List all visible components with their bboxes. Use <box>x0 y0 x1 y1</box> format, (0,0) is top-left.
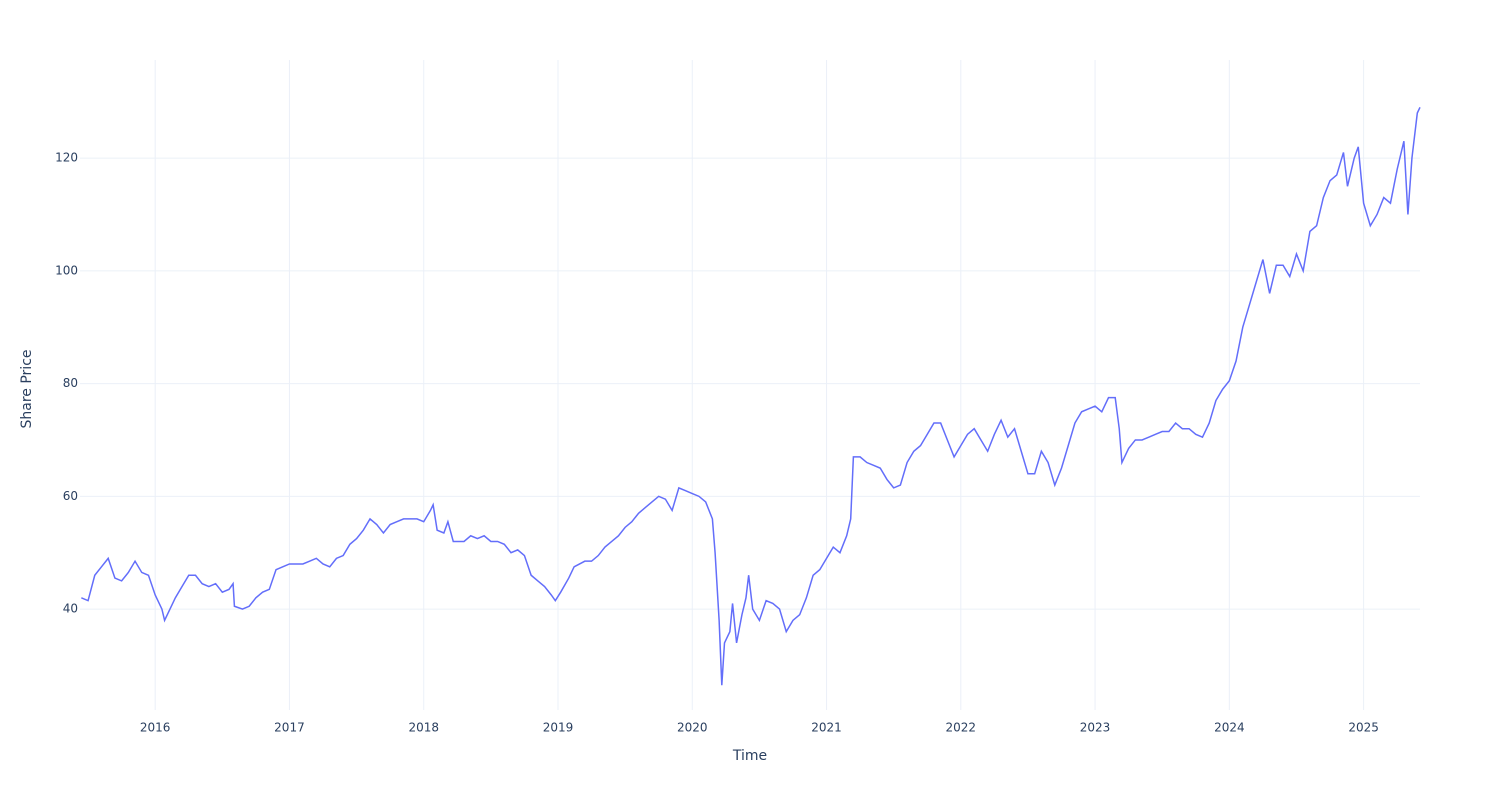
y-tick-label: 40 <box>63 602 78 616</box>
x-axis-title: Time <box>732 748 767 764</box>
y-tick-label: 60 <box>63 489 78 503</box>
x-tick-label: 2025 <box>1348 721 1379 735</box>
price-line <box>81 107 1421 686</box>
x-tick-label: 2022 <box>946 721 977 735</box>
x-tick-label: 2017 <box>274 721 305 735</box>
x-tick-label: 2016 <box>140 721 171 735</box>
x-tick-label: 2021 <box>811 721 842 735</box>
x-tick-label: 2019 <box>543 721 574 735</box>
y-tick-label: 100 <box>55 263 78 277</box>
y-tick-label: 120 <box>55 151 78 165</box>
x-tick-label: 2024 <box>1214 721 1245 735</box>
y-axis-title: Share Price <box>19 349 35 428</box>
x-tick-label: 2018 <box>408 721 439 735</box>
y-tick-label: 80 <box>63 376 78 390</box>
x-tick-label: 2020 <box>677 721 708 735</box>
x-tick-label: 2023 <box>1080 721 1111 735</box>
